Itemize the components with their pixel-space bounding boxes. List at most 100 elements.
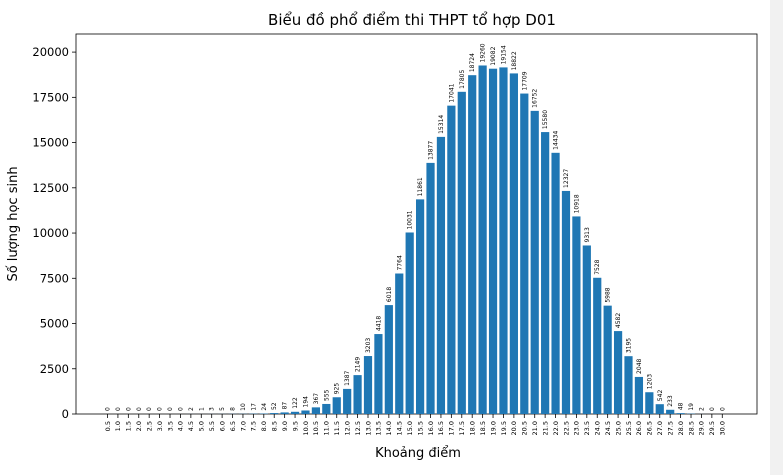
x-tick-label: 26.5 <box>646 421 654 435</box>
bar-value-label: 16752 <box>532 89 539 108</box>
bar <box>436 136 446 414</box>
x-tick-label: 6.0 <box>218 421 226 431</box>
bar <box>613 331 623 414</box>
bar <box>447 105 456 415</box>
x-tick-label: 20.0 <box>510 421 518 435</box>
x-tick-label: 15.0 <box>406 421 414 435</box>
bar-value-label: 122 <box>292 397 299 409</box>
bar <box>499 67 508 414</box>
bar-value-label: 0 <box>719 407 726 411</box>
x-tick-label: 4.5 <box>187 421 195 431</box>
x-tick-label: 29.5 <box>708 421 716 435</box>
x-tick-label: 27.0 <box>656 421 664 435</box>
bar <box>311 407 320 414</box>
x-tick-label: 13.0 <box>364 421 372 435</box>
x-tick-label: 23.0 <box>573 421 581 435</box>
bar-value-label: 11861 <box>417 177 424 196</box>
bar-value-label: 0 <box>115 407 122 411</box>
bar-value-label: 1387 <box>344 370 351 385</box>
bar-value-label: 4582 <box>615 313 622 328</box>
x-tick-label: 5.0 <box>198 421 206 431</box>
bar-value-label: 7764 <box>396 255 403 270</box>
bar-value-label: 52 <box>271 402 278 410</box>
x-tick-label: 16.5 <box>437 421 445 435</box>
bar-value-label: 2149 <box>355 357 362 372</box>
bar <box>561 190 571 414</box>
bar-value-label: 0 <box>167 407 174 411</box>
x-tick-label: 17.5 <box>458 421 466 435</box>
bar <box>551 152 560 414</box>
x-tick-label: 21.5 <box>541 421 549 435</box>
y-tick-label: 5000 <box>40 317 69 331</box>
x-axis: 0.5 1.0 1.5 2.0 2.5 3.0 3.5 4.0 4.5 5.0 5.5 6.0 6.5 7… <box>104 414 727 435</box>
bar <box>541 132 550 415</box>
x-tick-label: 14.0 <box>385 421 393 435</box>
x-tick-label: 19.5 <box>500 421 508 435</box>
bar <box>666 409 675 414</box>
x-tick-label: 22.0 <box>552 421 560 435</box>
bar-value-label: 10 <box>240 403 247 411</box>
bar-value-label: 367 <box>313 393 320 405</box>
y-axis-label: Số lượng học sinh <box>6 166 21 281</box>
bar <box>384 305 393 414</box>
x-axis-label: Khoảng điểm <box>375 446 461 461</box>
bar <box>343 388 352 414</box>
bar-value-label: 0 <box>146 407 153 411</box>
x-tick-label: 19.0 <box>489 421 497 435</box>
x-tick-label: 3.5 <box>166 421 174 431</box>
bar-value-label: 15314 <box>438 115 445 134</box>
y-tick-label: 10000 <box>32 226 69 240</box>
x-tick-label: 2.5 <box>145 421 153 431</box>
bar-value-label: 3 <box>209 407 216 411</box>
bar-value-label: 19 <box>688 403 695 411</box>
x-tick-label: 0.5 <box>104 421 112 431</box>
x-tick-label: 22.5 <box>562 421 570 435</box>
chart-title: Biểu đồ phổ điểm thi THPT tổ hợp D01 <box>268 11 556 29</box>
bar-value-label: 925 <box>334 383 341 395</box>
bar-value-label: 2 <box>698 407 705 411</box>
bar-value-label: 14434 <box>553 131 560 150</box>
bar-value-label: 18822 <box>511 51 518 70</box>
bar <box>572 216 581 414</box>
x-tick-label: 6.5 <box>229 421 237 431</box>
bar-value-label: 17709 <box>521 71 528 90</box>
x-tick-label: 29.0 <box>698 421 706 435</box>
bar-value-label: 13877 <box>428 141 435 160</box>
x-tick-label: 16.0 <box>427 421 435 435</box>
x-tick-label: 25.0 <box>614 421 622 435</box>
x-tick-label: 7.5 <box>250 421 258 431</box>
x-tick-label: 24.5 <box>604 421 612 435</box>
bar-value-label: 5988 <box>605 287 612 302</box>
x-tick-label: 25.5 <box>625 421 633 435</box>
bar-value-label: 18724 <box>469 53 476 72</box>
y-tick-label: 15000 <box>32 136 69 150</box>
x-tick-label: 7.0 <box>239 421 247 431</box>
bar <box>457 91 466 415</box>
bar <box>645 392 654 414</box>
bar <box>363 356 373 414</box>
x-tick-label: 10.0 <box>302 421 310 435</box>
bar-value-label: 17 <box>250 403 257 411</box>
bar-value-label: 7528 <box>594 259 601 274</box>
bar-value-label: 542 <box>657 390 664 402</box>
bar-value-label: 4418 <box>375 316 382 331</box>
bar <box>280 412 289 414</box>
bar <box>353 375 362 414</box>
bar-value-label: 3203 <box>365 338 372 353</box>
x-tick-label: 10.5 <box>312 421 320 435</box>
x-tick-label: 8.5 <box>271 421 279 431</box>
x-tick-label: 12.0 <box>343 421 351 435</box>
bar <box>468 75 477 415</box>
bar <box>582 245 591 414</box>
bar-value-label: 10918 <box>573 194 580 213</box>
bar-value-label: 0 <box>177 407 184 411</box>
x-tick-label: 8.0 <box>260 421 268 431</box>
bar-value-label: 0 <box>709 407 716 411</box>
bar-value-label: 48 <box>678 402 685 410</box>
bar-value-label: 17041 <box>448 83 455 102</box>
bar-value-label: 2 <box>188 407 195 411</box>
bar-value-label: 6018 <box>386 287 393 302</box>
bar-value-label: 5 <box>219 407 226 411</box>
bar-value-label: 233 <box>667 395 674 407</box>
